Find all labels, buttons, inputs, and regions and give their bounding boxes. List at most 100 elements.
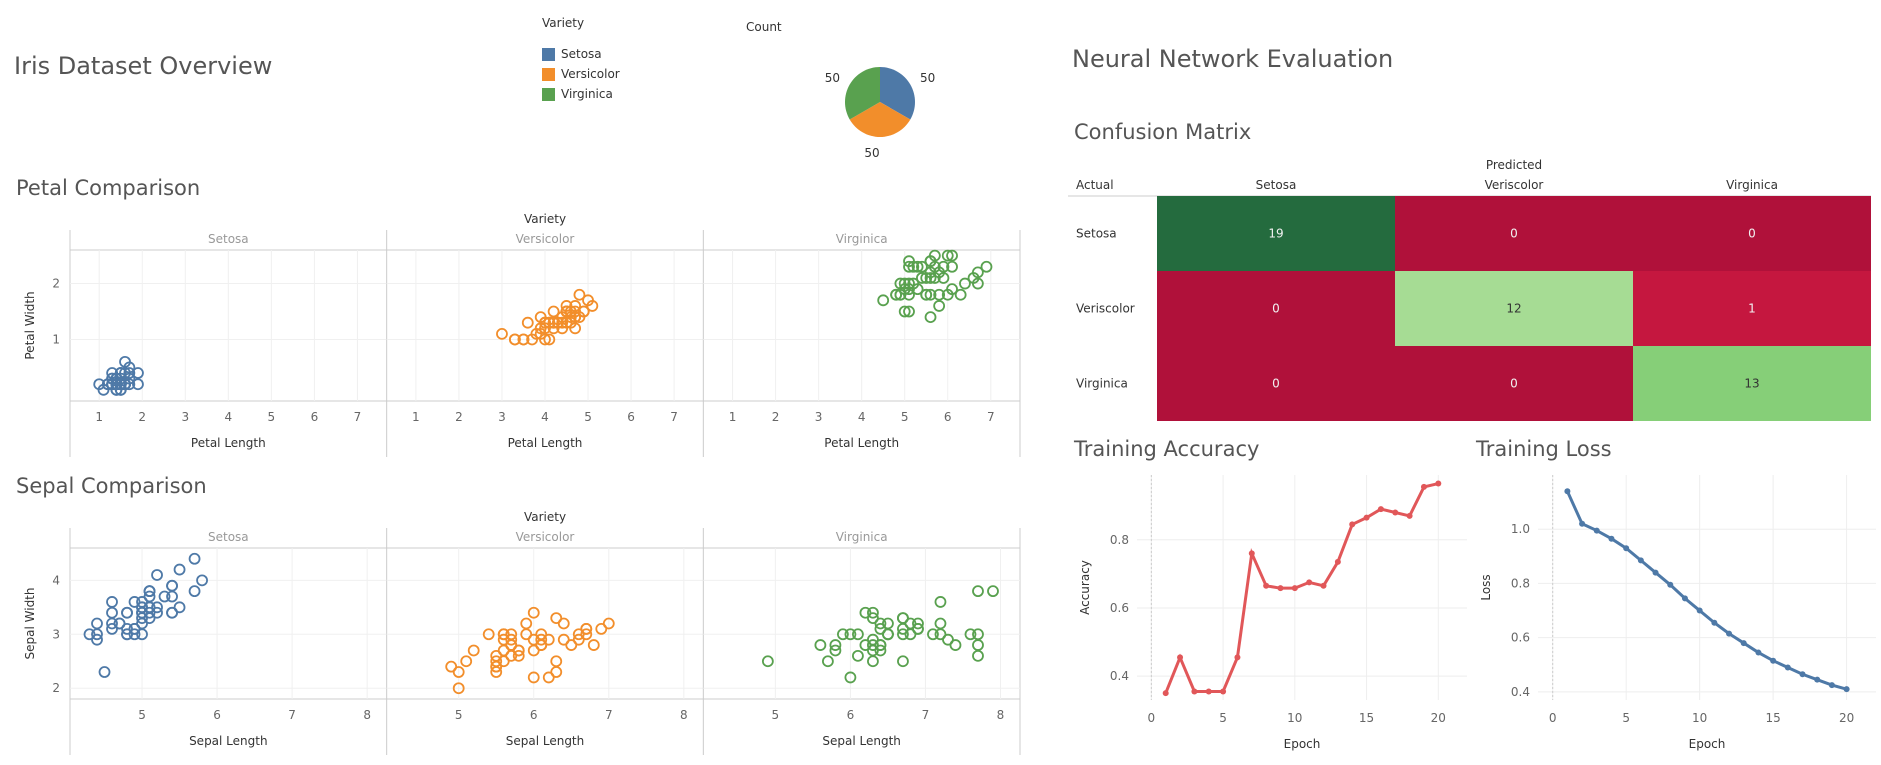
scatter-point-versicolor bbox=[520, 617, 533, 630]
confusion-matrix: Predicted Actual Setosa Veriscolor Virginica… bbox=[1068, 158, 1871, 421]
scatter-point-setosa bbox=[151, 606, 163, 619]
line-point bbox=[1755, 649, 1762, 656]
x-tick-label: 15 bbox=[1359, 711, 1374, 725]
right-title: Neural Network Evaluation bbox=[1072, 45, 1394, 73]
scatter-point-virginica bbox=[971, 266, 984, 279]
scatter-point-virginica bbox=[874, 622, 887, 635]
line-point bbox=[1726, 630, 1733, 637]
x-tick-label: 1 bbox=[95, 410, 103, 424]
scatter-point-setosa bbox=[106, 622, 118, 635]
scatter-point-virginica bbox=[928, 249, 941, 262]
x-tick-label: 3 bbox=[181, 410, 189, 424]
scatter-point-setosa bbox=[113, 617, 126, 630]
scatter-point-virginica bbox=[829, 639, 842, 651]
scatter-point-virginica bbox=[821, 655, 834, 668]
scatter-point-setosa bbox=[188, 585, 201, 598]
scatter-point-virginica bbox=[972, 639, 984, 651]
scatter-point-versicolor bbox=[580, 622, 593, 635]
cm-title: Confusion Matrix bbox=[1074, 120, 1252, 144]
pie-slice-setosa bbox=[880, 67, 915, 120]
scatter-point-versicolor bbox=[535, 633, 548, 646]
scatter-point-setosa bbox=[132, 367, 144, 379]
pie-label-setosa: 50 bbox=[920, 71, 935, 85]
scatter-point-versicolor bbox=[527, 671, 540, 684]
legend-item-setosa[interactable]: Setosa bbox=[542, 44, 620, 64]
petal-title: Petal Comparison bbox=[16, 176, 201, 200]
scatter-point-versicolor bbox=[547, 316, 560, 329]
scatter-point-virginica bbox=[907, 260, 920, 273]
scatter-point-versicolor bbox=[552, 316, 564, 329]
line-point bbox=[1799, 671, 1806, 678]
scatter-point-versicolor bbox=[535, 628, 548, 641]
x-tick-label: 5 bbox=[1219, 711, 1227, 725]
scatter-point-versicolor bbox=[490, 649, 503, 662]
scatter-point-setosa bbox=[166, 606, 178, 619]
cm-predicted-label: Predicted bbox=[1486, 158, 1542, 172]
scatter-point-virginica bbox=[933, 288, 946, 301]
x-tick-label: 6 bbox=[944, 410, 952, 424]
legend-item-virginica[interactable]: Virginica bbox=[542, 84, 620, 104]
line-point bbox=[1814, 676, 1821, 683]
scatter-point-virginica bbox=[867, 612, 879, 625]
x-tick-label: 8 bbox=[363, 708, 371, 722]
y-tick-label: 0.8 bbox=[1110, 533, 1129, 547]
scatter-point-virginica bbox=[912, 617, 924, 630]
cm-cell bbox=[1395, 346, 1633, 421]
x-tick-label: 4 bbox=[225, 410, 233, 424]
line-point bbox=[1652, 569, 1659, 576]
x-tick-label: 5 bbox=[1622, 711, 1630, 725]
x-tick-label: 6 bbox=[627, 410, 635, 424]
scatter-point-versicolor bbox=[573, 288, 586, 301]
legend-item-versicolor[interactable]: Versicolor bbox=[542, 64, 620, 84]
y-tick-label: 3 bbox=[52, 627, 60, 641]
scatter-point-versicolor bbox=[497, 628, 510, 641]
x-tick-label: 2 bbox=[772, 410, 780, 424]
cm-cell-value: 0 bbox=[1272, 302, 1280, 316]
scatter-point-virginica bbox=[897, 628, 909, 641]
scatter-point-virginica bbox=[964, 628, 977, 641]
scatter-point-versicolor bbox=[452, 666, 465, 678]
y-axis-label: Accuracy bbox=[1078, 560, 1092, 615]
line-point bbox=[1608, 535, 1615, 542]
line-point bbox=[1770, 657, 1777, 664]
cm-cell-value: 19 bbox=[1268, 227, 1283, 241]
y-tick-label: 2 bbox=[52, 681, 60, 695]
scatter-point-versicolor bbox=[550, 655, 563, 668]
scatter-point-setosa bbox=[123, 378, 136, 391]
x-tick-label: 5 bbox=[455, 708, 463, 722]
scatter-point-versicolor bbox=[527, 606, 540, 619]
sepal-scatter-chart: Variety Sepal Width 2 3 4 Setosa 5 6 7 8 Sepal Len… bbox=[23, 510, 1021, 755]
scatter-point-virginica bbox=[924, 266, 937, 279]
line-point bbox=[1320, 582, 1327, 589]
scatter-point-virginica bbox=[882, 628, 894, 641]
scatter-point-setosa bbox=[123, 367, 136, 379]
scatter-point-virginica bbox=[924, 272, 937, 284]
facet-title-setosa: Setosa bbox=[208, 232, 249, 246]
scatter-point-versicolor bbox=[564, 311, 577, 324]
scatter-point-setosa bbox=[119, 367, 131, 379]
scatter-point-virginica bbox=[874, 639, 887, 651]
scatter-point-versicolor bbox=[569, 322, 582, 335]
scatter-point-versicolor bbox=[542, 671, 555, 684]
scatter-point-setosa bbox=[173, 563, 186, 576]
scatter-point-virginica bbox=[844, 671, 857, 684]
cm-cell bbox=[1633, 346, 1871, 421]
x-tick-label: 7 bbox=[987, 410, 995, 424]
scatter-point-virginica bbox=[934, 596, 947, 608]
series-line bbox=[1164, 482, 1439, 694]
legend-swatch-setosa bbox=[542, 47, 555, 61]
scatter-point-versicolor bbox=[543, 316, 556, 329]
x-axis-label: Petal Length bbox=[508, 436, 583, 450]
scatter-point-setosa bbox=[136, 612, 148, 625]
scatter-point-setosa bbox=[98, 666, 111, 678]
cm-col-label-virginica: Virginica bbox=[1726, 178, 1778, 192]
line-point bbox=[1377, 506, 1384, 513]
line-point bbox=[1696, 607, 1703, 614]
scatter-point-setosa bbox=[91, 633, 103, 646]
line-point bbox=[1363, 514, 1370, 521]
cm-row-label-setosa: Setosa bbox=[1076, 227, 1117, 241]
legend: Variety Setosa Versicolor Virginica bbox=[542, 16, 620, 104]
scatter-point-virginica bbox=[946, 283, 958, 296]
x-axis-label: Petal Length bbox=[824, 436, 899, 450]
scatter-point-setosa bbox=[83, 628, 96, 641]
